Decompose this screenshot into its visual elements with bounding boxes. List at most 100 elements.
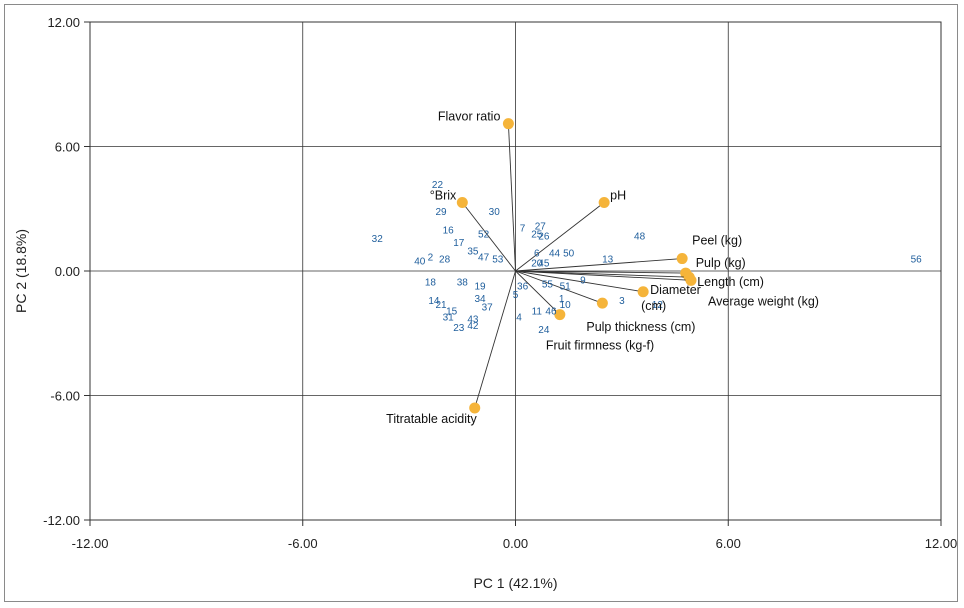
observation-label: 12 — [652, 300, 664, 311]
observation-label: 43 — [467, 315, 479, 326]
observation-label: 50 — [563, 248, 575, 259]
observation-label: 55 — [542, 279, 554, 290]
loading-point — [596, 297, 608, 309]
observation-label: 36 — [517, 282, 529, 293]
chart-frame — [4, 4, 958, 602]
observation-label: 46 — [545, 306, 557, 317]
observation-label: 23 — [453, 323, 465, 334]
y-axis-title: PC 2 (18.8%) — [13, 229, 29, 313]
vector-layer — [456, 118, 697, 414]
observation-label: 21 — [435, 300, 447, 311]
loading-vector — [507, 123, 516, 272]
loading-vector — [515, 270, 561, 315]
y-tick-label: -6.00 — [50, 389, 80, 404]
variable-label: Average weight (kg) — [708, 294, 819, 308]
observation-label: 1 — [559, 294, 565, 305]
observation-label: 35 — [467, 246, 479, 257]
variable-label-layer: Flavor ratio °Brix pH Peel (kg) Pulp (kg) Len… — [386, 110, 819, 426]
x-tick-label: -6.00 — [288, 536, 318, 551]
observation-label: 28 — [439, 255, 451, 266]
observation-label: 14 — [428, 296, 440, 307]
loading-vector — [515, 270, 644, 293]
variable-label: Fruit firmness (kg-f) — [546, 339, 654, 353]
observation-label: 52 — [478, 230, 490, 241]
observation-label: 26 — [538, 232, 550, 243]
observation-label: 38 — [457, 277, 469, 288]
y-tick-label: 0.00 — [55, 264, 80, 279]
variable-label: Flavor ratio — [438, 110, 501, 124]
observation-label: 45 — [538, 259, 550, 270]
loading-point — [685, 274, 697, 286]
loading-vector — [515, 270, 603, 304]
variable-label: Titratable acidity — [386, 412, 477, 426]
loading-point — [469, 402, 481, 414]
observation-label: 19 — [474, 282, 486, 293]
x-tick-label: -12.00 — [72, 536, 109, 551]
loading-point — [598, 197, 610, 209]
observation-label: 10 — [560, 300, 572, 311]
loading-point — [676, 253, 688, 265]
observation-label: 31 — [443, 313, 455, 324]
observation-label: 3 — [619, 296, 625, 307]
observation-label: 2 — [428, 252, 434, 263]
variable-label: Length (cm) — [697, 275, 764, 289]
x-axis-title: PC 1 (42.1%) — [473, 575, 557, 591]
loading-vector — [515, 258, 683, 272]
observation-label: 20 — [531, 259, 543, 270]
observation-label: 13 — [602, 255, 614, 266]
loading-vector — [461, 202, 516, 272]
observation-label: 9 — [580, 275, 586, 286]
variable-label: Peel (kg) — [692, 234, 742, 248]
loading-vector — [515, 270, 692, 281]
variable-label: Diameter — [650, 283, 701, 297]
observation-label: 29 — [435, 207, 447, 218]
loading-vector — [515, 270, 686, 274]
observation-label: 17 — [453, 238, 465, 249]
observation-label: 44 — [549, 248, 561, 259]
observation-label: 6 — [534, 248, 540, 259]
observation-label: 42 — [467, 321, 479, 332]
loading-point — [502, 118, 514, 130]
y-tick-label: 6.00 — [55, 140, 80, 155]
observation-label: 22 — [432, 180, 444, 191]
observation-label: 25 — [531, 230, 543, 241]
loading-vector — [515, 270, 690, 278]
observation-label: 11 — [532, 306, 543, 317]
observation-label: 40 — [414, 257, 426, 268]
observation-label: 18 — [425, 277, 437, 288]
variable-label: Pulp thickness (cm) — [586, 320, 695, 334]
observation-label: 5 — [513, 290, 519, 301]
y-tick-label: 12.00 — [47, 15, 80, 30]
observation-label: 51 — [560, 282, 572, 293]
loading-point — [637, 286, 649, 298]
loading-point — [456, 197, 468, 209]
observation-label: 37 — [482, 302, 494, 313]
x-tick-label: 0.00 — [503, 536, 528, 551]
observation-label: 27 — [535, 221, 547, 232]
variable-label-unit: (cm) — [641, 299, 666, 313]
axes-layer: -12.00 -6.00 0.00 6.00 12.00 12.00 6.00 0.00 -6.… — [43, 15, 957, 551]
observation-label: 56 — [911, 255, 923, 266]
observation-label: 47 — [478, 252, 490, 263]
variable-label: °Brix — [430, 189, 457, 203]
x-tick-label: 6.00 — [716, 536, 741, 551]
observation-label: 48 — [634, 232, 646, 243]
observation-label: 32 — [372, 234, 384, 245]
observation-label: 34 — [474, 294, 486, 305]
variable-label: pH — [610, 189, 626, 203]
variable-label: Pulp (kg) — [696, 256, 746, 270]
x-tick-label: 12.00 — [925, 536, 958, 551]
observation-label: 53 — [492, 255, 504, 266]
loading-vector — [515, 202, 605, 272]
y-tick-label: -12.00 — [43, 513, 80, 528]
observation-label: 7 — [520, 223, 526, 234]
observation-label: 16 — [443, 226, 455, 237]
loading-point — [554, 309, 566, 321]
loading-vector — [474, 270, 516, 409]
observation-label: 15 — [446, 306, 458, 317]
observation-label: 30 — [489, 207, 501, 218]
observation-label: 24 — [538, 325, 550, 336]
observation-label: 4 — [516, 313, 522, 324]
